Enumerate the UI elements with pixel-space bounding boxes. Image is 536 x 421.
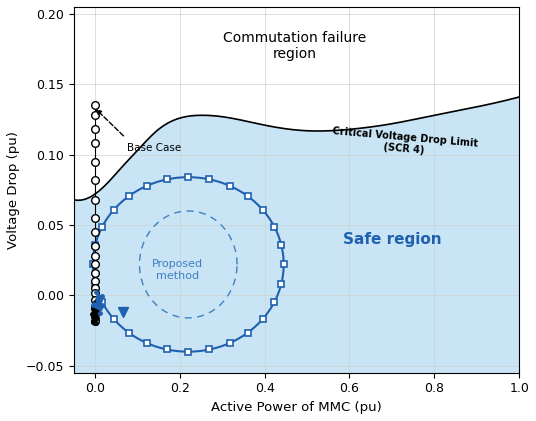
Y-axis label: Voltage Drop (pu): Voltage Drop (pu) xyxy=(7,131,20,249)
X-axis label: Active Power of MMC (pu): Active Power of MMC (pu) xyxy=(211,401,382,414)
Text: Commutation failure
region: Commutation failure region xyxy=(222,31,366,61)
Text: Base Case: Base Case xyxy=(126,144,181,153)
Text: Critical Voltage Drop Limit
(SCR 4): Critical Voltage Drop Limit (SCR 4) xyxy=(331,126,478,160)
Text: Safe region: Safe region xyxy=(343,232,441,247)
Text: Proposed
method: Proposed method xyxy=(152,259,203,281)
